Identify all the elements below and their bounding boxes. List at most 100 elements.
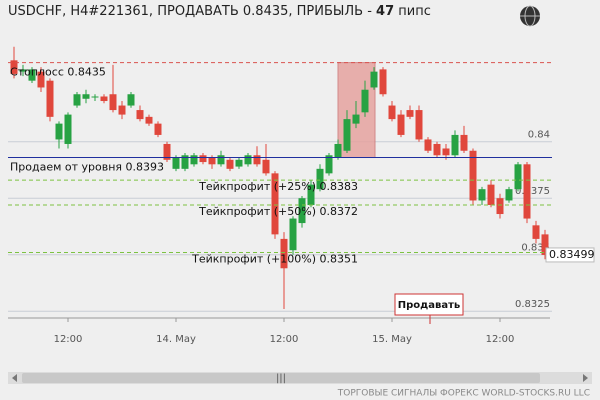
candle-body (235, 159, 243, 167)
candle (505, 186, 513, 203)
candle-body (163, 143, 171, 160)
x-tick-label: 12:00 (270, 334, 299, 345)
candle-body (28, 69, 36, 81)
candle-body (388, 105, 396, 120)
candle-body (415, 110, 423, 140)
level-value: 0.8351 (320, 252, 359, 265)
candle-body (100, 96, 108, 102)
title: USDCHF, H4#221361, ПРОДАВАТЬ 0.8435, ПРИ… (8, 4, 372, 19)
level-label: Стоплосс 0.8435 (10, 66, 106, 79)
candle (37, 67, 45, 92)
candle (10, 46, 18, 79)
last-price: 0.83499 (549, 248, 595, 261)
candle (460, 125, 468, 154)
level-label: Тейкпрофит (+25%) 0.8383 (198, 180, 358, 193)
candle-body (217, 155, 225, 165)
candle (226, 157, 234, 172)
candle-body (19, 69, 27, 72)
candle (109, 64, 117, 113)
candle (415, 105, 423, 142)
candle (253, 146, 261, 167)
candle (262, 143, 270, 176)
level-value: 0.8383 (320, 180, 359, 193)
candle (181, 153, 189, 172)
candle (379, 67, 387, 97)
candle (217, 150, 225, 167)
candle-body (370, 71, 378, 88)
candle (307, 180, 315, 208)
candle-body (73, 94, 81, 106)
profit: 47 (376, 4, 395, 19)
candle-body (460, 134, 468, 151)
candle (280, 232, 288, 309)
candle-body (226, 159, 234, 169)
candle (145, 114, 153, 126)
x-tick-label: 15. May (372, 334, 412, 345)
scroll-thumb[interactable] (22, 373, 540, 383)
level-value: 0.8435 (67, 66, 106, 79)
candle-body (154, 123, 162, 135)
candle-body (352, 114, 360, 124)
candle (154, 121, 162, 138)
candle (55, 121, 63, 149)
candle (73, 91, 81, 108)
candle (343, 110, 351, 154)
y-tick-label: 0.8375 (515, 186, 550, 197)
level-label: Тейкпрофит (+100%) 0.8351 (191, 252, 358, 265)
candle (361, 80, 369, 117)
scroll-grip: ||| (276, 373, 286, 384)
candle (424, 137, 432, 154)
candle-body (496, 198, 504, 215)
candle (316, 164, 324, 192)
candle-body (253, 155, 261, 165)
candle-body (334, 143, 342, 158)
candle-body (307, 184, 315, 205)
globe-icon[interactable] (520, 5, 540, 27)
candle (136, 105, 144, 122)
candle-body (298, 198, 306, 224)
x-tick-label: 14. May (156, 334, 196, 345)
candle-body (442, 148, 450, 156)
candle (100, 94, 108, 104)
candle-body (46, 80, 54, 117)
candle-body (127, 94, 135, 106)
unit: пипс (398, 4, 431, 19)
candle (532, 220, 540, 244)
y-tick-label: 0.835 (521, 243, 550, 254)
candle (46, 78, 54, 122)
candle (118, 101, 126, 120)
candle-body (397, 114, 405, 135)
candle (406, 105, 414, 120)
candle (370, 67, 378, 90)
candle-body (478, 189, 486, 201)
candle-body (244, 155, 252, 165)
candle (127, 91, 135, 108)
candle-body (505, 189, 513, 201)
candle-body (91, 96, 99, 98)
scroll-left[interactable] (12, 374, 17, 382)
y-tick-label: 0.84 (528, 130, 550, 141)
candle (289, 216, 297, 255)
level-name: Продаем от уровня (10, 161, 122, 174)
candle-body (199, 155, 207, 163)
candle (190, 153, 198, 167)
candle-body (316, 168, 324, 190)
candle (334, 139, 342, 160)
candle (163, 141, 171, 163)
candle-body (82, 94, 90, 99)
last-price-box (545, 247, 595, 263)
candle-body (37, 71, 45, 88)
candle-body (424, 139, 432, 151)
candle-body (532, 225, 540, 239)
candle (478, 186, 486, 205)
candle-body (541, 234, 549, 255)
candle-body (361, 89, 369, 113)
candle-body (325, 155, 333, 174)
candle-body (514, 164, 522, 190)
candle-body (181, 155, 189, 169)
candle-body (451, 134, 459, 156)
scroll-right[interactable] (583, 374, 588, 382)
candle-body (190, 155, 198, 165)
candle-body (145, 116, 153, 124)
